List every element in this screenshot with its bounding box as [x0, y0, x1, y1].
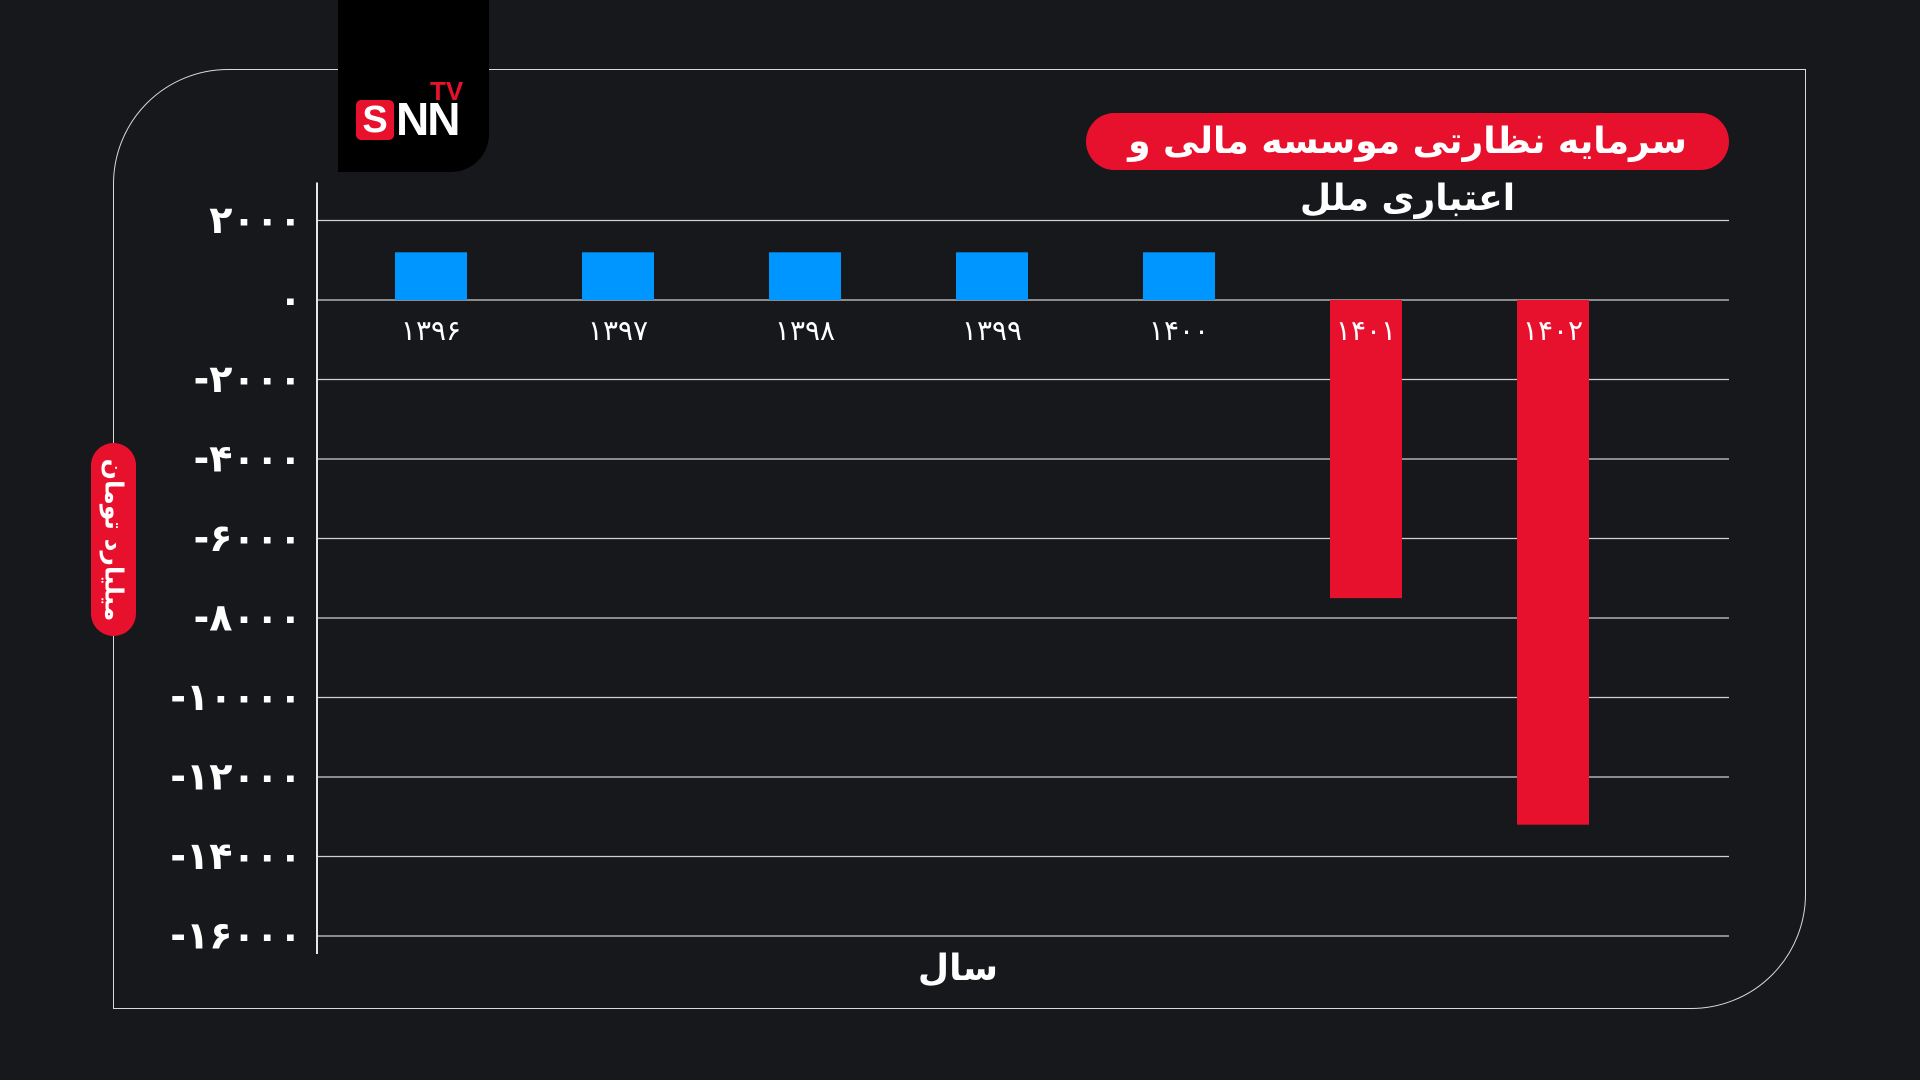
- chart-title: سرمایه نظارتی موسسه مالی و اعتباری ملل: [1086, 113, 1729, 219]
- y-tick-label: -۱۴۰۰۰: [170, 834, 302, 878]
- y-axis-label-pill: میلیارد تومان: [91, 443, 136, 636]
- category-label: ۱۳۹۶: [401, 314, 461, 347]
- y-tick-label: ۲۰۰۰: [209, 198, 302, 242]
- bar: [395, 252, 467, 300]
- bar: [956, 252, 1028, 300]
- category-labels: ۱۳۹۶ ۱۳۹۷ ۱۳۹۸ ۱۳۹۹ ۱۴۰۰ ۱۴۰۱ ۱۴۰۲: [401, 314, 1583, 347]
- y-tick-label: -۶۰۰۰: [193, 516, 302, 560]
- bar: [1517, 300, 1589, 825]
- category-label: ۱۴۰۰: [1149, 314, 1209, 347]
- y-tick-label: -۴۰۰۰: [193, 437, 302, 481]
- category-label: ۱۴۰۱: [1336, 314, 1396, 347]
- y-tick-labels: ۲۰۰۰ ۰ -۲۰۰۰ -۴۰۰۰ -۶۰۰۰ -۸۰۰۰ -۱۰۰۰۰ -۱۲۰۰۰ -۱۴…: [170, 198, 302, 958]
- y-tick-label: -۲۰۰۰: [193, 357, 302, 401]
- logo-nn-text: NN: [396, 93, 460, 145]
- category-label: ۱۴۰۲: [1523, 314, 1583, 347]
- bars: [395, 252, 1589, 825]
- bar: [1143, 252, 1215, 300]
- y-tick-label: -۸۰۰۰: [193, 596, 302, 640]
- logo-s-mark: S: [356, 100, 394, 140]
- snn-tv-logo: S NN TV: [338, 0, 489, 172]
- category-label: ۱۳۹۸: [775, 314, 835, 347]
- category-label: ۱۳۹۷: [588, 314, 648, 347]
- y-tick-label: -۱۲۰۰۰: [170, 755, 302, 799]
- y-tick-label: ۰: [279, 278, 302, 322]
- gridlines: [317, 219, 1729, 937]
- category-label: ۱۳۹۹: [962, 314, 1022, 347]
- bar: [582, 252, 654, 300]
- bar: [1330, 300, 1402, 599]
- x-axis-label: سال: [918, 948, 998, 989]
- y-tick-label: -۱۰۰۰۰: [170, 675, 302, 719]
- bar: [769, 252, 841, 300]
- y-tick-label: -۱۶۰۰۰: [170, 914, 302, 958]
- logo-tv-text: TV: [430, 76, 464, 106]
